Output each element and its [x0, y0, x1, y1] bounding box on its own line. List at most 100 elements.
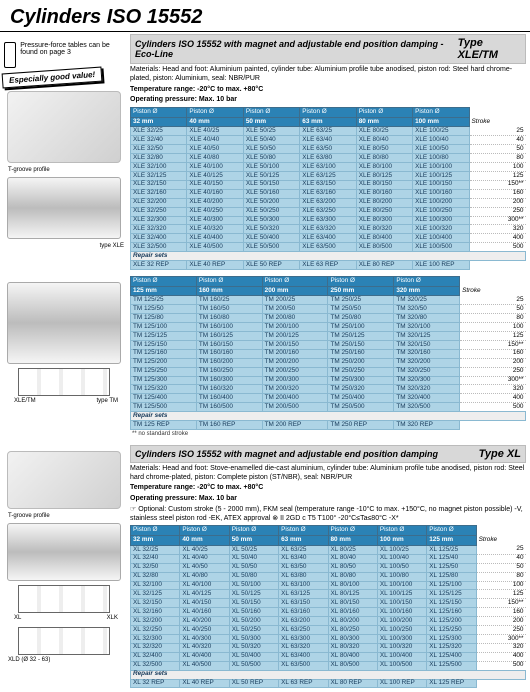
- part-cell: XL 125/40: [427, 554, 476, 563]
- stroke-label: Stroke: [469, 117, 525, 127]
- part-cell: XL 100/250: [377, 626, 426, 635]
- part-cell: TM 200/50: [262, 305, 328, 314]
- stroke-cell: 150**: [469, 180, 525, 189]
- part-cell: XLE 80/40: [356, 136, 412, 145]
- part-cell: XLE 63/150: [300, 180, 356, 189]
- repair-cell: XL 40 REP: [180, 679, 229, 688]
- stroke-cell: 160: [469, 189, 525, 198]
- table-row: XL 32/80XL 40/80XL 50/80XL 63/80XL 80/80…: [131, 572, 526, 581]
- part-cell: XL 80/400: [328, 652, 377, 661]
- table-row: XLE 32/150XLE 40/150XLE 50/150XLE 63/150…: [131, 180, 526, 189]
- table-row: TM 125/200TM 160/200TM 200/200TM 250/200…: [131, 358, 526, 367]
- part-cell: XL 80/150: [328, 599, 377, 608]
- part-cell: XLE 100/400: [413, 234, 469, 243]
- part-cell: XLE 32/400: [131, 234, 187, 243]
- part-cell: XL 32/100: [131, 581, 180, 590]
- section-header-1: Cylinders ISO 15552 with magnet and adju…: [130, 34, 526, 64]
- part-cell: XLE 63/25: [300, 127, 356, 136]
- part-cell: XL 32/320: [131, 643, 180, 652]
- part-cell: XLE 32/320: [131, 225, 187, 234]
- part-cell: XL 63/200: [279, 617, 328, 626]
- col-header-piston: Piston Ø: [243, 108, 299, 118]
- part-cell: XL 80/25: [328, 545, 377, 554]
- stroke-cell: 50: [476, 563, 525, 572]
- part-cell: XLE 50/200: [243, 198, 299, 207]
- col-header-dia: 50 mm: [243, 117, 299, 127]
- part-cell: XLE 80/150: [356, 180, 412, 189]
- part-cell: TM 160/25: [196, 296, 262, 305]
- part-cell: XL 125/25: [427, 545, 476, 554]
- part-cell: XL 125/400: [427, 652, 476, 661]
- part-cell: TM 160/125: [196, 332, 262, 341]
- part-cell: XL 125/100: [427, 581, 476, 590]
- col-header-dia: 32 mm: [131, 117, 187, 127]
- part-cell: XLE 50/80: [243, 154, 299, 163]
- part-cell: XLE 50/400: [243, 234, 299, 243]
- part-cell: XLE 50/160: [243, 189, 299, 198]
- part-cell: XLE 80/500: [356, 243, 412, 252]
- part-cell: XL 63/100: [279, 581, 328, 590]
- stroke-cell: 200: [469, 198, 525, 207]
- meta-2-mat: Materials: Head and foot: Stove-enamelle…: [130, 465, 526, 483]
- part-cell: XLE 40/500: [187, 243, 243, 252]
- part-cell: XL 80/125: [328, 590, 377, 599]
- part-cell: XL 40/320: [180, 643, 229, 652]
- part-cell: TM 250/25: [328, 296, 394, 305]
- part-cell: TM 320/125: [394, 332, 460, 341]
- section-header-2: Cylinders ISO 15552 with magnet and adju…: [130, 445, 526, 463]
- part-cell: XL 80/160: [328, 608, 377, 617]
- col-header-dia: 63 mm: [279, 536, 328, 546]
- table-row: XLE 32/80XLE 40/80XLE 50/80XLE 63/80XLE …: [131, 154, 526, 163]
- repair-cell: XL 125 REP: [427, 679, 476, 688]
- col-header-piston: Piston Ø: [356, 108, 412, 118]
- part-cell: XLE 80/125: [356, 171, 412, 180]
- part-cell: XLE 32/25: [131, 127, 187, 136]
- part-cell: TM 125/300: [131, 376, 197, 385]
- part-cell: XL 100/125: [377, 590, 426, 599]
- table-xle: Piston ØPiston ØPiston ØPiston ØPiston Ø…: [130, 107, 526, 270]
- part-cell: XL 32/50: [131, 563, 180, 572]
- part-cell: XLE 32/100: [131, 163, 187, 172]
- col-header-dia: 80 mm: [356, 117, 412, 127]
- part-cell: XL 40/40: [180, 554, 229, 563]
- stroke-cell: 25: [469, 127, 525, 136]
- stroke-cell: 40: [476, 554, 525, 563]
- part-cell: XL 50/40: [229, 554, 278, 563]
- part-cell: TM 320/320: [394, 385, 460, 394]
- part-cell: TM 320/160: [394, 349, 460, 358]
- col-header-piston: Piston Ø: [131, 276, 197, 286]
- part-cell: XL 125/320: [427, 643, 476, 652]
- meta-1-press: Operating pressure: Max. 10 bar: [130, 96, 526, 105]
- xletm-drawing: [18, 368, 110, 396]
- part-cell: XL 125/160: [427, 608, 476, 617]
- part-cell: XLE 100/300: [413, 216, 469, 225]
- part-cell: XL 100/50: [377, 563, 426, 572]
- part-cell: TM 320/100: [394, 323, 460, 332]
- part-cell: XL 63/160: [279, 608, 328, 617]
- table-row: XLE 32/300XLE 40/300XLE 50/300XLE 63/300…: [131, 216, 526, 225]
- part-cell: XLE 32/500: [131, 243, 187, 252]
- part-cell: TM 200/300: [262, 376, 328, 385]
- part-cell: XL 63/50: [279, 563, 328, 572]
- part-cell: TM 200/250: [262, 367, 328, 376]
- tm-image: [7, 282, 121, 364]
- part-cell: XLE 40/400: [187, 234, 243, 243]
- cap-xld: XLD (Ø 32 - 63): [8, 657, 124, 663]
- xl-drawing: [18, 585, 110, 613]
- stroke-cell: 125: [460, 332, 526, 341]
- part-cell: TM 200/150: [262, 340, 328, 349]
- part-cell: TM 160/300: [196, 376, 262, 385]
- part-cell: XLE 80/80: [356, 154, 412, 163]
- part-cell: XL 50/320: [229, 643, 278, 652]
- part-cell: XL 63/250: [279, 626, 328, 635]
- part-cell: XLE 100/80: [413, 154, 469, 163]
- part-cell: XLE 32/40: [131, 136, 187, 145]
- part-cell: XL 63/25: [279, 545, 328, 554]
- part-cell: XLE 63/200: [300, 198, 356, 207]
- col-header-dia: 100 mm: [413, 117, 469, 127]
- repair-cell: TM 160 REP: [196, 421, 262, 430]
- part-cell: XL 125/125: [427, 590, 476, 599]
- col-header-piston: Piston Ø: [131, 108, 187, 118]
- part-cell: XL 50/50: [229, 563, 278, 572]
- part-cell: XL 32/250: [131, 626, 180, 635]
